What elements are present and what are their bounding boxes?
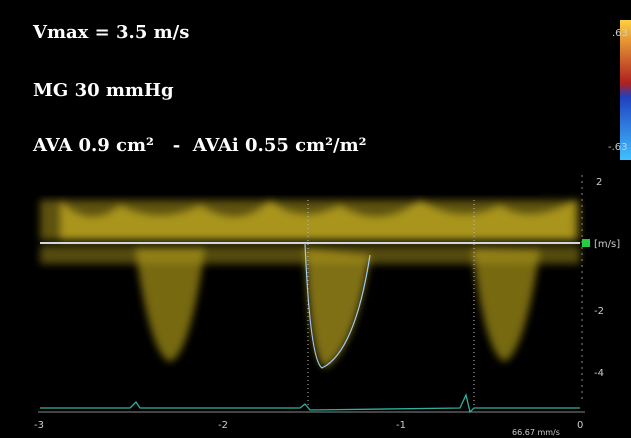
time-label: -3 <box>34 420 44 431</box>
color-bar <box>620 20 631 160</box>
vmax: Vmax = 3.5 m/s <box>33 22 190 43</box>
color-bar-top: .63 <box>612 28 628 39</box>
time-label: 0 <box>577 420 583 431</box>
time-label: -1 <box>396 420 406 431</box>
color-bar-bottom: -.63 <box>608 142 628 153</box>
spectrum <box>40 200 580 368</box>
sweep-speed: 66.67 mm/s <box>512 428 560 437</box>
velocity-unit: [m/s] <box>594 239 620 250</box>
valve-area: AVA 0.9 cm² - AVAi 0.55 cm²/m² <box>33 135 367 156</box>
velocity-label: 2 <box>596 177 602 188</box>
time-label: -2 <box>218 420 228 431</box>
velocity-label: -4 <box>594 368 604 379</box>
ecg-trace <box>40 393 580 414</box>
velocity-label: -2 <box>594 306 604 317</box>
baseline-marker <box>582 239 590 247</box>
overlay-box <box>0 0 540 195</box>
mean-gradient: MG 30 mmHg <box>33 80 174 101</box>
vti-trace <box>304 242 371 369</box>
